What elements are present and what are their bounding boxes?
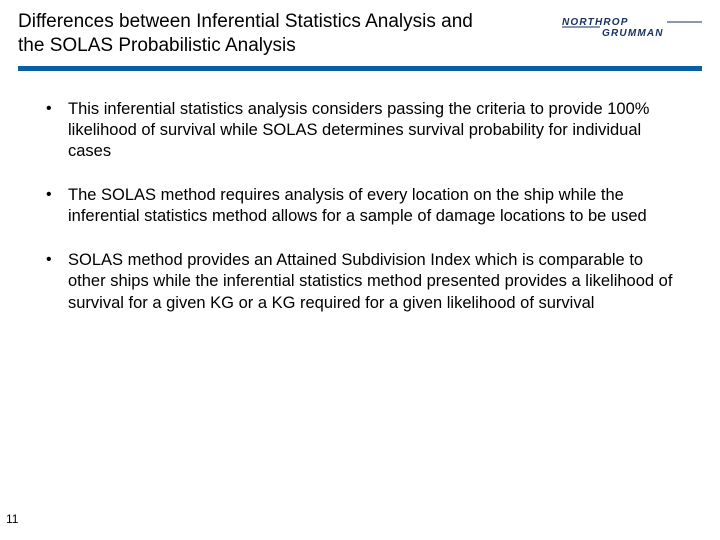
list-item: SOLAS method provides an Attained Subdiv… bbox=[40, 250, 680, 314]
logo-text-bottom: GRUMMAN bbox=[602, 28, 664, 39]
list-item: This inferential statistics analysis con… bbox=[40, 99, 680, 163]
company-logo: NORTHROP GRUMMAN bbox=[562, 14, 702, 42]
slide-title: Differences between Inferential Statisti… bbox=[18, 10, 498, 58]
page-number: 11 bbox=[6, 512, 18, 526]
header: Differences between Inferential Statisti… bbox=[0, 0, 720, 58]
content-area: This inferential statistics analysis con… bbox=[0, 71, 720, 315]
logo-text-top: NORTHROP bbox=[562, 17, 629, 28]
slide: Differences between Inferential Statisti… bbox=[0, 0, 720, 540]
list-item: The SOLAS method requires analysis of ev… bbox=[40, 185, 680, 228]
bullet-list: This inferential statistics analysis con… bbox=[40, 99, 680, 315]
